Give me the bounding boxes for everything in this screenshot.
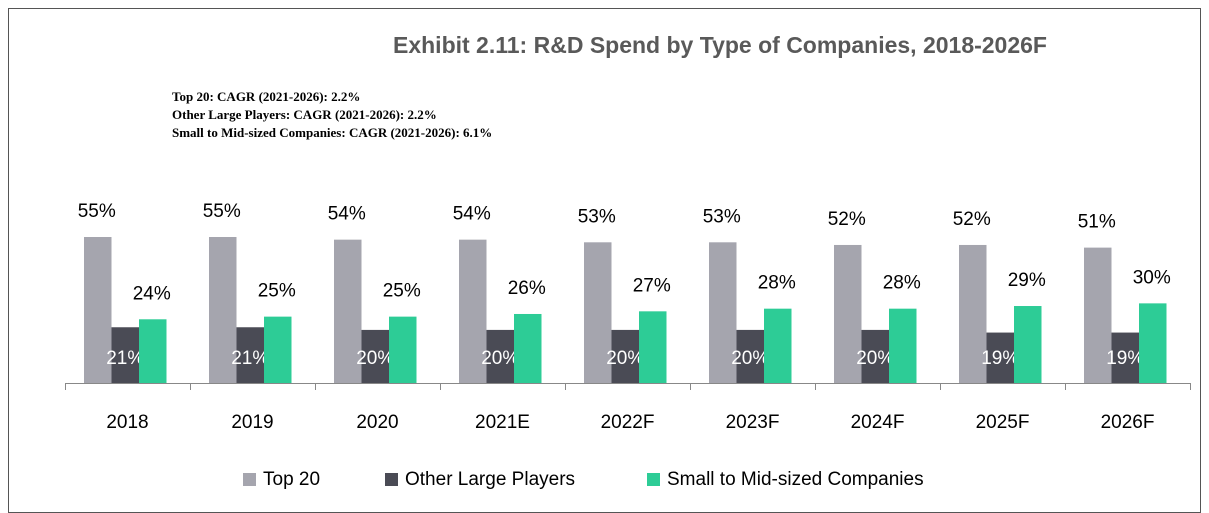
- x-tick-label: 2025F: [976, 412, 1030, 433]
- legend-swatch: [385, 473, 398, 486]
- bar: [334, 239, 362, 383]
- annotation: Other Large Players: CAGR (2021-2026): 2…: [172, 107, 437, 122]
- bar: [389, 316, 417, 383]
- bar: [1111, 332, 1139, 383]
- x-tick-label: 2024F: [851, 412, 905, 433]
- value-label: 52%: [828, 209, 866, 230]
- legend-swatch: [647, 473, 660, 486]
- x-tick-label: 2023F: [726, 412, 780, 433]
- bar: [584, 242, 612, 383]
- bar: [236, 327, 264, 383]
- x-tick-label: 2018: [106, 412, 148, 433]
- x-tick-label: 2020: [356, 412, 398, 433]
- bar: [1014, 306, 1042, 383]
- bar: [736, 329, 764, 383]
- value-label: 28%: [758, 273, 796, 294]
- x-tick-label: 2019: [231, 412, 273, 433]
- bar: [111, 327, 139, 383]
- annotation: Small to Mid-sized Companies: CAGR (2021…: [172, 125, 492, 140]
- value-label: 54%: [328, 204, 366, 225]
- bar: [264, 316, 292, 383]
- value-label: 21%: [106, 348, 144, 369]
- value-label: 53%: [578, 206, 616, 227]
- value-label: 25%: [383, 281, 421, 302]
- value-label: 20%: [731, 348, 769, 369]
- value-label: 30%: [1133, 267, 1171, 288]
- bar: [1084, 247, 1112, 383]
- bar: [959, 244, 987, 383]
- value-label: 20%: [356, 348, 394, 369]
- value-label: 21%: [231, 348, 269, 369]
- bar: [861, 329, 889, 383]
- bar: [459, 239, 487, 383]
- value-label: 29%: [1008, 270, 1046, 291]
- bar: [139, 319, 167, 383]
- value-label: 20%: [856, 348, 894, 369]
- legend-swatch: [243, 473, 256, 486]
- x-tick-label: 2026F: [1101, 412, 1155, 433]
- bar: [639, 311, 667, 383]
- value-label: 26%: [508, 278, 546, 299]
- value-label: 20%: [606, 348, 644, 369]
- value-label: 51%: [1078, 212, 1116, 233]
- bar: [514, 313, 542, 383]
- bar: [209, 237, 237, 383]
- value-label: 25%: [258, 281, 296, 302]
- legend-label: Other Large Players: [405, 469, 575, 490]
- bar: [361, 329, 389, 383]
- value-label: 24%: [133, 283, 171, 304]
- value-label: 28%: [883, 273, 921, 294]
- legend-label: Small to Mid-sized Companies: [667, 469, 924, 490]
- value-label: 20%: [481, 348, 519, 369]
- bar: [84, 237, 112, 383]
- value-label: 55%: [203, 201, 241, 222]
- bar: [889, 308, 917, 383]
- value-label: 54%: [453, 204, 491, 225]
- bar: [764, 308, 792, 383]
- x-tick-label: 2022F: [601, 412, 655, 433]
- bar: [834, 244, 862, 383]
- chart-title: Exhibit 2.11: R&D Spend by Type of Compa…: [393, 32, 1047, 58]
- annotation: Top 20: CAGR (2021-2026): 2.2%: [172, 89, 360, 104]
- value-label: 53%: [703, 206, 741, 227]
- bar: [1139, 303, 1167, 383]
- x-tick-label: 2021E: [475, 412, 530, 433]
- legend-label: Top 20: [263, 469, 320, 490]
- value-label: 55%: [78, 201, 116, 222]
- value-label: 19%: [1106, 348, 1144, 369]
- bar: [611, 329, 639, 383]
- bar: [709, 242, 737, 383]
- value-label: 27%: [633, 275, 671, 296]
- bar: [986, 332, 1014, 383]
- value-label: 19%: [981, 348, 1019, 369]
- bar: [486, 329, 514, 383]
- value-label: 52%: [953, 209, 991, 230]
